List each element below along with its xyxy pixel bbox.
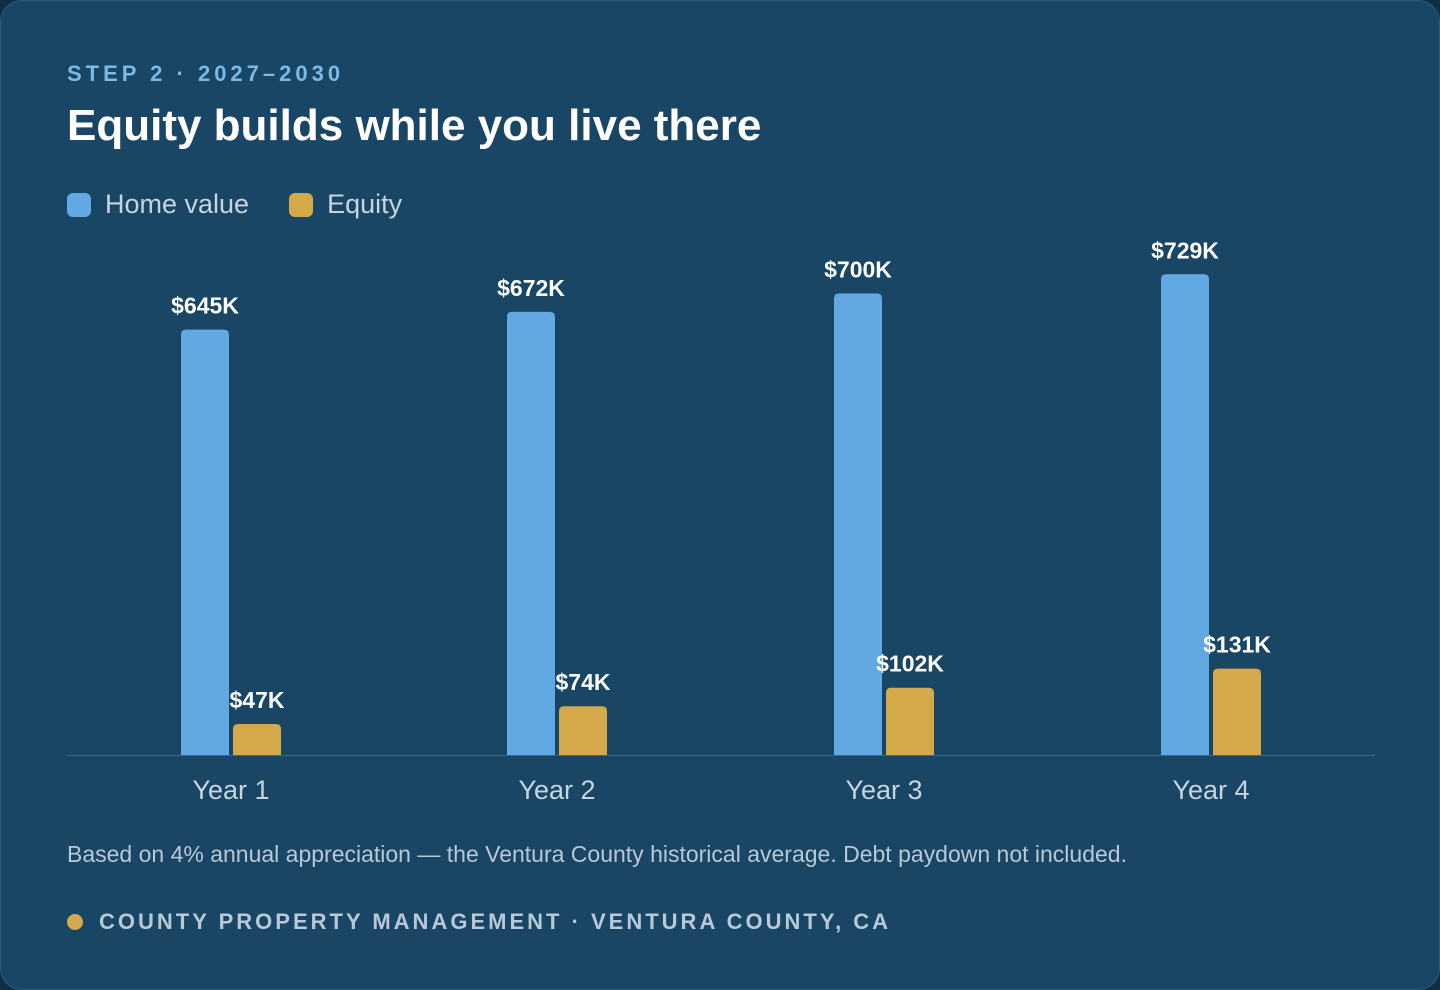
value-label-home-value-year-4: $729K [1151,237,1219,263]
bar-equity-year-4 [1213,668,1261,755]
bar-home-value-year-3 [834,293,882,755]
legend-label-home-value: Home value [105,189,250,219]
bar-home-value-year-4 [1161,274,1209,755]
value-label-home-value-year-2: $672K [497,275,565,301]
bar-home-value-year-1 [181,329,229,755]
legend-swatch-equity [289,192,314,217]
legend-item-home-value: Home value [67,189,249,220]
category-label-year-2: Year 2 [518,775,595,805]
legend-swatch-home-value [67,192,91,217]
category-label-year-4: Year 4 [1172,775,1249,805]
category-label-year-1: Year 1 [192,775,269,805]
value-label-equity-year-1: $47K [230,687,285,713]
bar-equity-year-3 [886,687,934,755]
bar-equity-year-2 [559,706,607,755]
legend-item-equity: Equity [289,189,402,220]
value-label-equity-year-3: $102K [876,651,944,677]
legend-label-equity: Equity [327,189,403,219]
step-eyebrow: STEP 2 · 2027–2030 [67,61,345,86]
brand-dot-icon [67,914,83,930]
chart-legend: Home value Equity [67,189,402,220]
brand-footer: COUNTY PROPERTY MANAGEMENT · VENTURA COU… [67,909,891,935]
value-label-home-value-year-1: $645K [171,293,239,319]
value-label-home-value-year-3: $700K [824,256,892,282]
bar-equity-year-1 [233,724,281,755]
bar-home-value-year-2 [507,311,555,755]
footnote: Based on 4% annual appreciation — the Ve… [67,841,1127,867]
chart-title: Equity builds while you live there [67,101,762,150]
brand-text: COUNTY PROPERTY MANAGEMENT · VENTURA COU… [99,909,892,934]
category-label-year-3: Year 3 [845,775,922,805]
value-label-equity-year-2: $74K [556,669,611,695]
value-label-equity-year-4: $131K [1203,632,1271,658]
